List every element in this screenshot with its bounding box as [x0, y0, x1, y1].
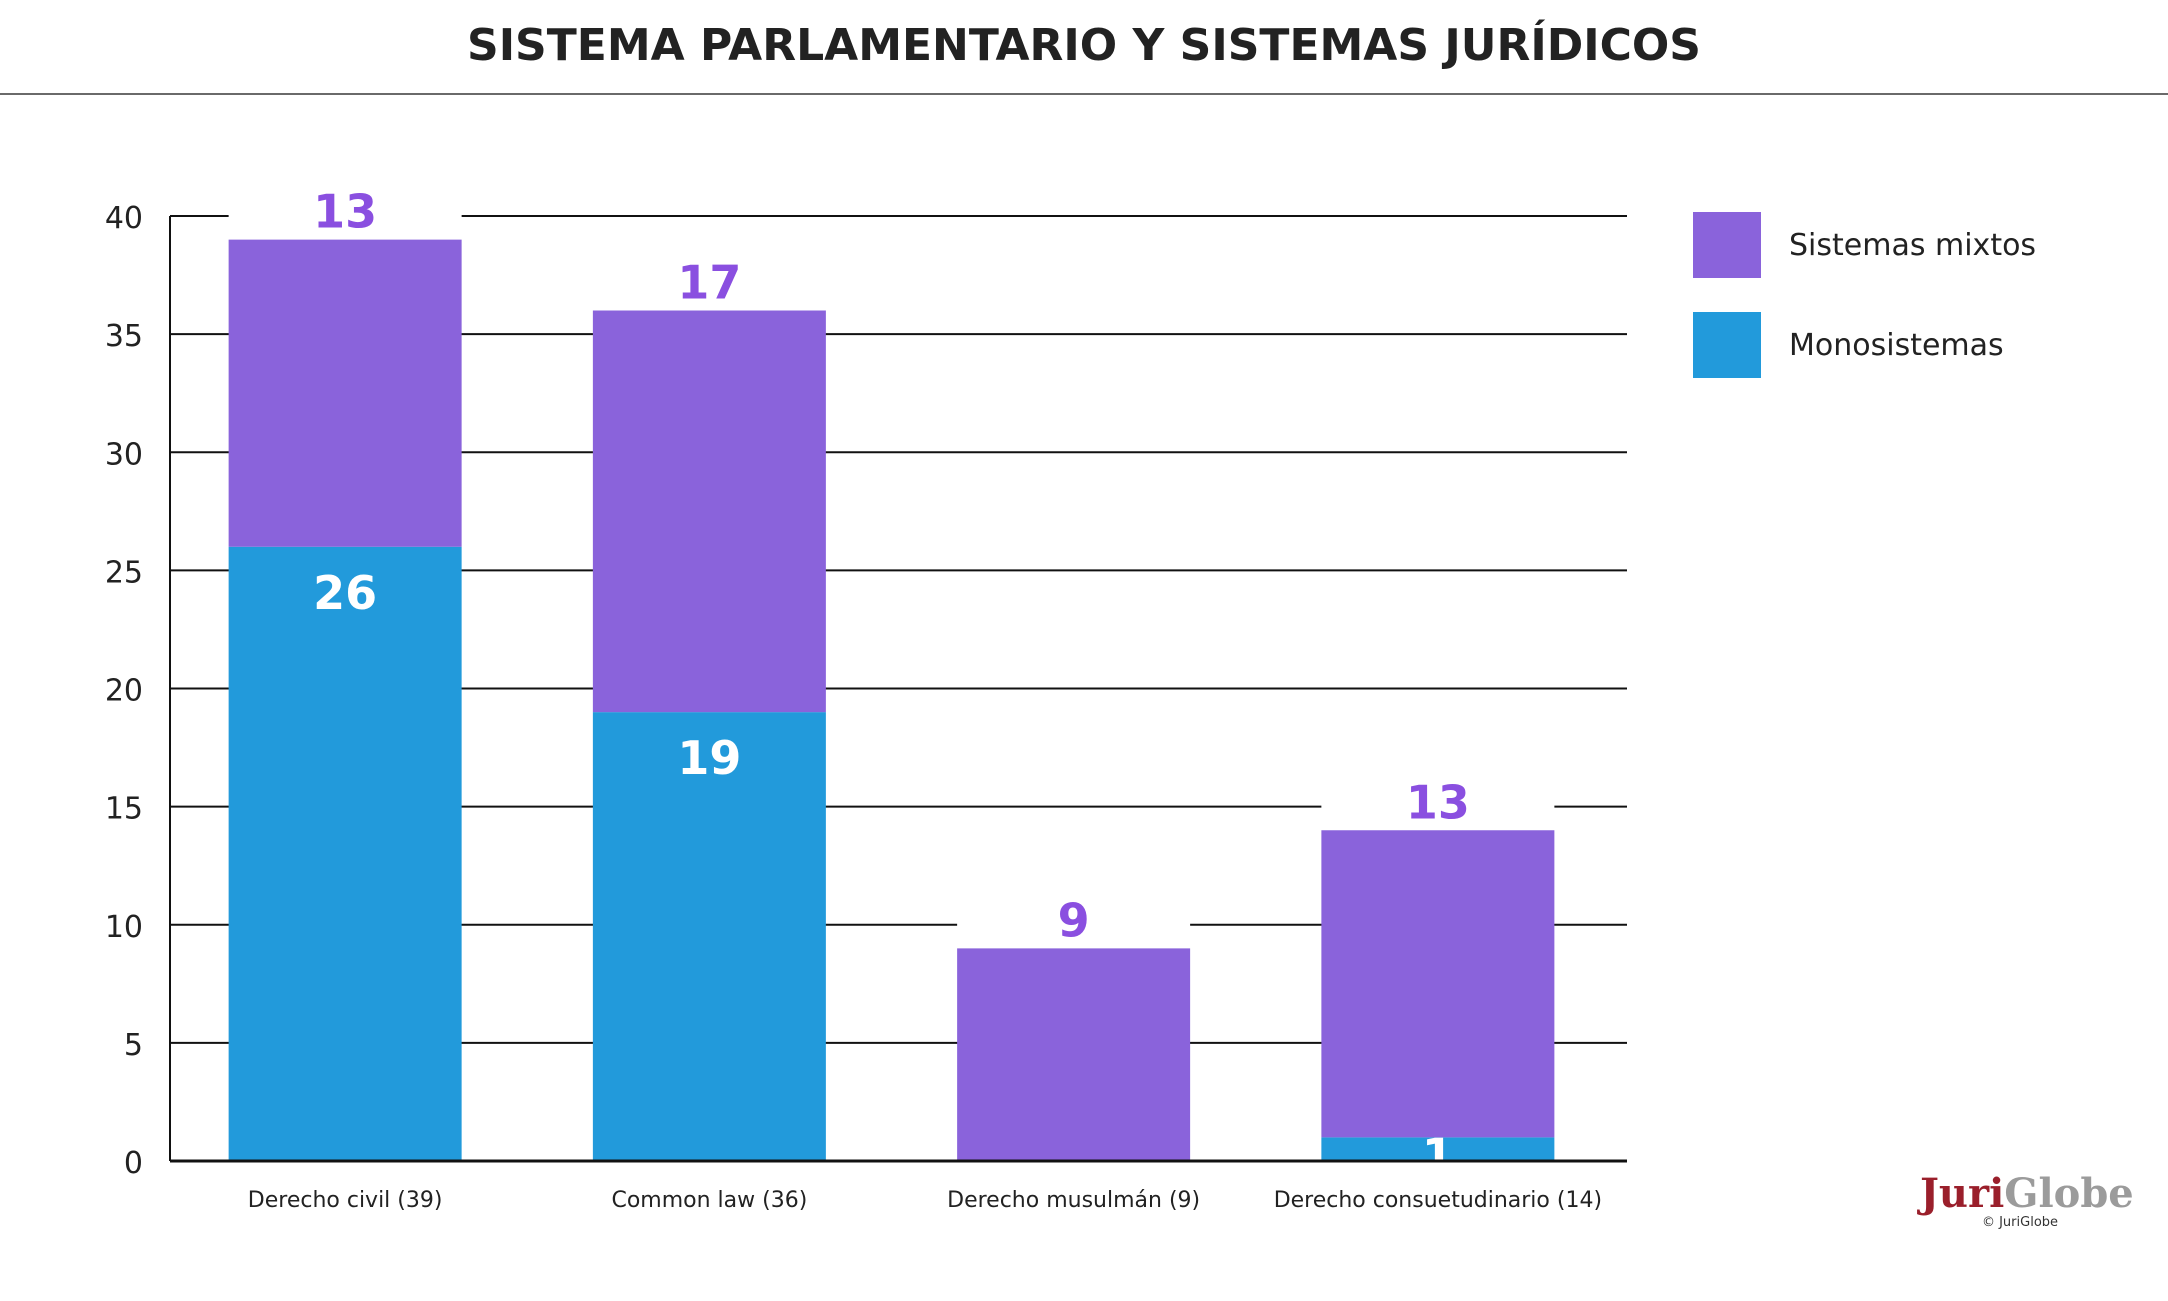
logo-wordmark: JuriGlobe	[1920, 1170, 2134, 1217]
data-label: 9	[1058, 893, 1090, 947]
y-tick-label: 30	[105, 437, 143, 472]
legend: Sistemas mixtos Monosistemas	[1693, 212, 2036, 412]
data-label: 13	[313, 185, 377, 239]
data-label: 1	[1422, 1128, 1454, 1182]
y-tick-label: 40	[105, 201, 143, 236]
logo-copyright: © JuriGlobe	[1981, 1215, 2059, 1230]
legend-swatch-sistemas-mixtos	[1693, 212, 1761, 278]
x-tick-label: Common law (36)	[611, 1188, 807, 1213]
label-background	[228, 179, 462, 238]
bar-monosistemas	[592, 712, 826, 1161]
juriglobe-logo: JuriGlobe © JuriGlobe	[1920, 1170, 2134, 1230]
bar-sistemas-mixtos	[957, 948, 1191, 1161]
data-label: 26	[313, 566, 377, 620]
legend-item-sistemas-mixtos: Sistemas mixtos	[1693, 212, 2036, 278]
y-tick-label: 20	[105, 674, 143, 709]
bar-monosistemas	[228, 546, 462, 1161]
label-background	[1321, 770, 1555, 829]
data-label: 17	[677, 256, 741, 310]
y-tick-label: 35	[105, 319, 143, 354]
bar-sistemas-mixtos	[228, 239, 462, 547]
y-tick-label: 15	[105, 792, 143, 827]
data-label: 19	[677, 731, 741, 785]
data-label: 13	[1406, 775, 1470, 829]
y-tick-label: 10	[105, 910, 143, 945]
y-tick-label: 25	[105, 555, 143, 590]
legend-label-sistemas-mixtos: Sistemas mixtos	[1789, 227, 2037, 263]
bar-monosistemas	[1321, 1137, 1555, 1161]
y-tick-label: 5	[124, 1028, 143, 1063]
bars	[228, 239, 1555, 1161]
bar-sistemas-mixtos	[592, 310, 826, 713]
logo-globe: Globe	[2004, 1170, 2134, 1217]
bar-sistemas-mixtos	[1321, 830, 1555, 1138]
axes: 0 5 10 15 20 25 30 35 40 Derecho civil (39) Common…	[105, 201, 1627, 1213]
x-tick-label: Derecho musulmán (9)	[947, 1188, 1200, 1213]
y-tick-label: 0	[124, 1146, 143, 1181]
legend-swatch-monosistemas	[1693, 312, 1761, 378]
x-tick-label: Derecho consuetudinario (14)	[1274, 1188, 1602, 1213]
logo-juri: Juri	[1920, 1170, 2005, 1217]
x-tick-label: Derecho civil (39)	[248, 1188, 443, 1213]
label-background	[957, 888, 1191, 947]
legend-label-monosistemas: Monosistemas	[1789, 327, 2004, 363]
title-divider	[0, 93, 2168, 95]
legend-item-monosistemas: Monosistemas	[1693, 312, 2036, 378]
label-background	[592, 250, 826, 309]
chart-title: SISTEMA PARLAMENTARIO Y SISTEMAS JURÍDIC…	[467, 20, 1701, 71]
data-labels: 26 13 19 17 9 1 13	[313, 185, 1470, 1183]
